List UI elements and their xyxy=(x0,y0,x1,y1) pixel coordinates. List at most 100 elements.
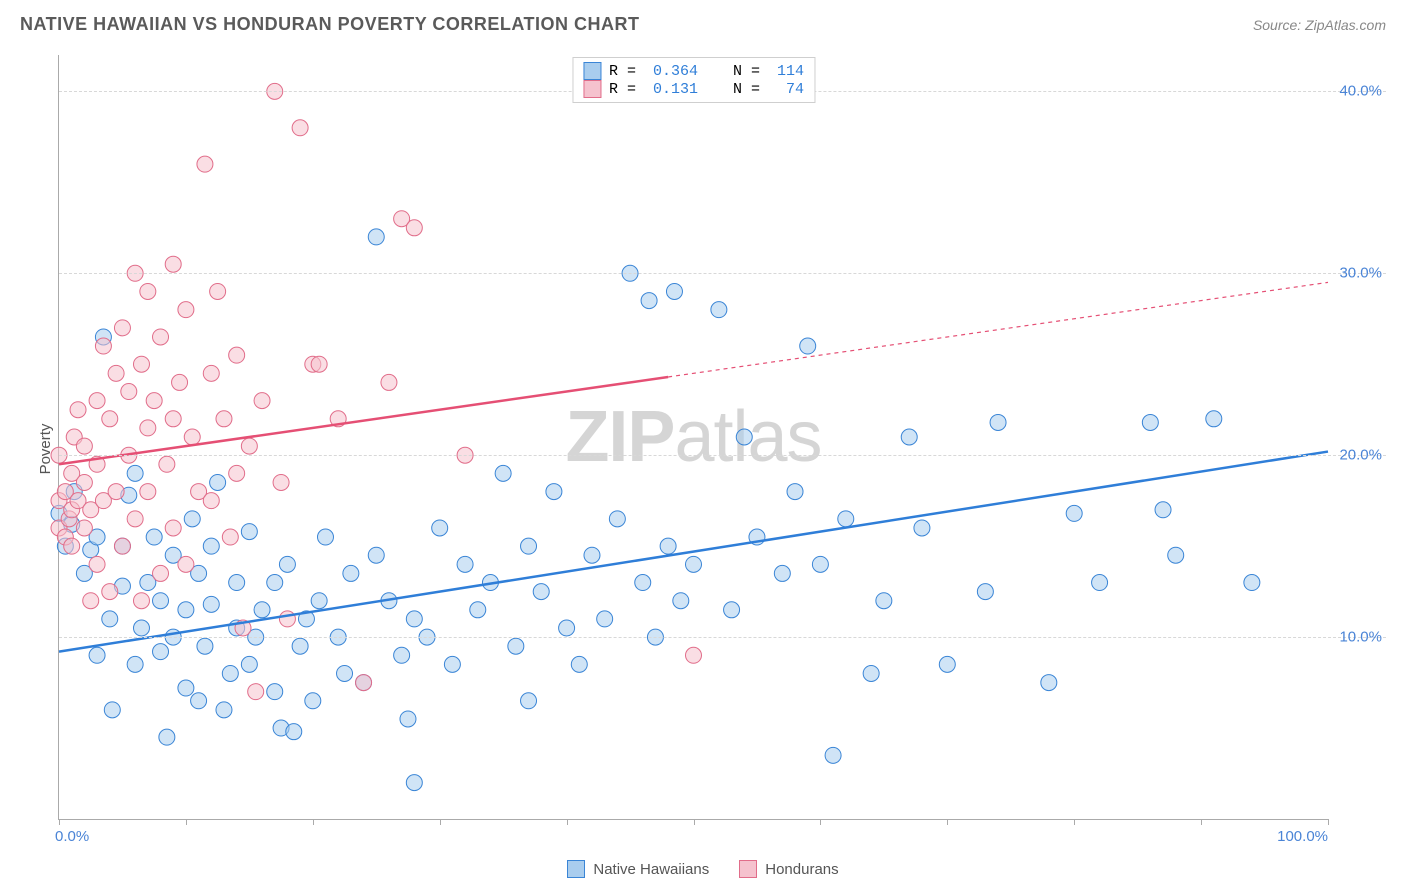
scatter-point xyxy=(457,556,473,572)
scatter-point xyxy=(83,593,99,609)
source-attribution: Source: ZipAtlas.com xyxy=(1253,17,1386,33)
scatter-point xyxy=(495,465,511,481)
series-legend-item: Native Hawaiians xyxy=(567,860,709,878)
x-tick xyxy=(567,819,568,825)
x-tick xyxy=(59,819,60,825)
scatter-point xyxy=(825,747,841,763)
scatter-point xyxy=(1168,547,1184,563)
legend-swatch xyxy=(583,80,601,98)
scatter-point xyxy=(356,675,372,691)
scatter-point xyxy=(1092,575,1108,591)
scatter-point xyxy=(609,511,625,527)
scatter-point xyxy=(210,283,226,299)
scatter-point xyxy=(191,693,207,709)
scatter-point xyxy=(165,411,181,427)
correlation-legend: R = 0.364 N = 114R = 0.131 N = 74 xyxy=(572,57,815,103)
scatter-point xyxy=(292,638,308,654)
scatter-point xyxy=(774,565,790,581)
x-tick xyxy=(694,819,695,825)
scatter-point xyxy=(203,493,219,509)
scatter-point xyxy=(102,411,118,427)
scatter-point xyxy=(254,393,270,409)
scatter-point xyxy=(546,484,562,500)
scatter-point xyxy=(394,647,410,663)
y-tick-label: 30.0% xyxy=(1339,265,1382,282)
scatter-point xyxy=(153,565,169,581)
x-tick-label: 0.0% xyxy=(55,828,89,845)
chart-area: Poverty ZIPatlas R = 0.364 N = 114R = 0.… xyxy=(48,55,1386,842)
series-legend: Native Hawaiians Hondurans xyxy=(0,860,1406,878)
scatter-point xyxy=(521,693,537,709)
scatter-point xyxy=(939,656,955,672)
scatter-point xyxy=(977,584,993,600)
legend-swatch xyxy=(583,62,601,80)
y-axis-label: Poverty xyxy=(37,423,54,474)
scatter-point xyxy=(292,120,308,136)
scatter-point xyxy=(406,611,422,627)
scatter-point xyxy=(368,229,384,245)
legend-swatch xyxy=(739,860,757,878)
scatter-point xyxy=(104,702,120,718)
scatter-point xyxy=(153,644,169,660)
scatter-point xyxy=(140,484,156,500)
legend-r-label: R = xyxy=(609,81,645,98)
scatter-point xyxy=(686,556,702,572)
scatter-point xyxy=(305,693,321,709)
legend-row: R = 0.131 N = 74 xyxy=(583,80,804,98)
scatter-point xyxy=(197,156,213,172)
scatter-point xyxy=(95,338,111,354)
x-tick xyxy=(1328,819,1329,825)
x-tick xyxy=(1201,819,1202,825)
x-tick xyxy=(947,819,948,825)
scatter-point xyxy=(559,620,575,636)
scatter-point xyxy=(584,547,600,563)
scatter-point xyxy=(1041,675,1057,691)
scatter-point xyxy=(521,538,537,554)
x-tick-label: 100.0% xyxy=(1277,828,1328,845)
scatter-point xyxy=(368,547,384,563)
scatter-point xyxy=(127,656,143,672)
scatter-point xyxy=(178,556,194,572)
series-label: Hondurans xyxy=(765,861,838,878)
scatter-point xyxy=(140,283,156,299)
scatter-point xyxy=(711,302,727,318)
scatter-point xyxy=(70,402,86,418)
scatter-point xyxy=(210,474,226,490)
scatter-point xyxy=(172,374,188,390)
scatter-point xyxy=(1155,502,1171,518)
scatter-point xyxy=(133,620,149,636)
scatter-point xyxy=(76,438,92,454)
scatter-point xyxy=(108,484,124,500)
scatter-point xyxy=(641,293,657,309)
scatter-point xyxy=(635,575,651,591)
scatter-point xyxy=(311,356,327,372)
scatter-point xyxy=(108,365,124,381)
plot-svg xyxy=(59,55,1328,819)
scatter-point xyxy=(203,365,219,381)
scatter-point xyxy=(114,320,130,336)
scatter-point xyxy=(216,411,232,427)
gridline xyxy=(59,273,1386,274)
scatter-point xyxy=(241,524,257,540)
scatter-point xyxy=(203,596,219,612)
legend-swatch xyxy=(567,860,585,878)
scatter-point xyxy=(254,602,270,618)
scatter-point xyxy=(1244,575,1260,591)
trend-line-dashed xyxy=(668,282,1328,377)
scatter-point xyxy=(279,556,295,572)
scatter-point xyxy=(178,302,194,318)
scatter-point xyxy=(381,374,397,390)
scatter-point xyxy=(184,429,200,445)
scatter-point xyxy=(248,684,264,700)
x-tick xyxy=(820,819,821,825)
scatter-point xyxy=(146,393,162,409)
scatter-point xyxy=(673,593,689,609)
gridline xyxy=(59,455,1386,456)
scatter-point xyxy=(279,611,295,627)
scatter-point xyxy=(89,647,105,663)
x-tick xyxy=(313,819,314,825)
scatter-point xyxy=(787,484,803,500)
scatter-point xyxy=(432,520,448,536)
scatter-point xyxy=(241,438,257,454)
scatter-point xyxy=(406,775,422,791)
